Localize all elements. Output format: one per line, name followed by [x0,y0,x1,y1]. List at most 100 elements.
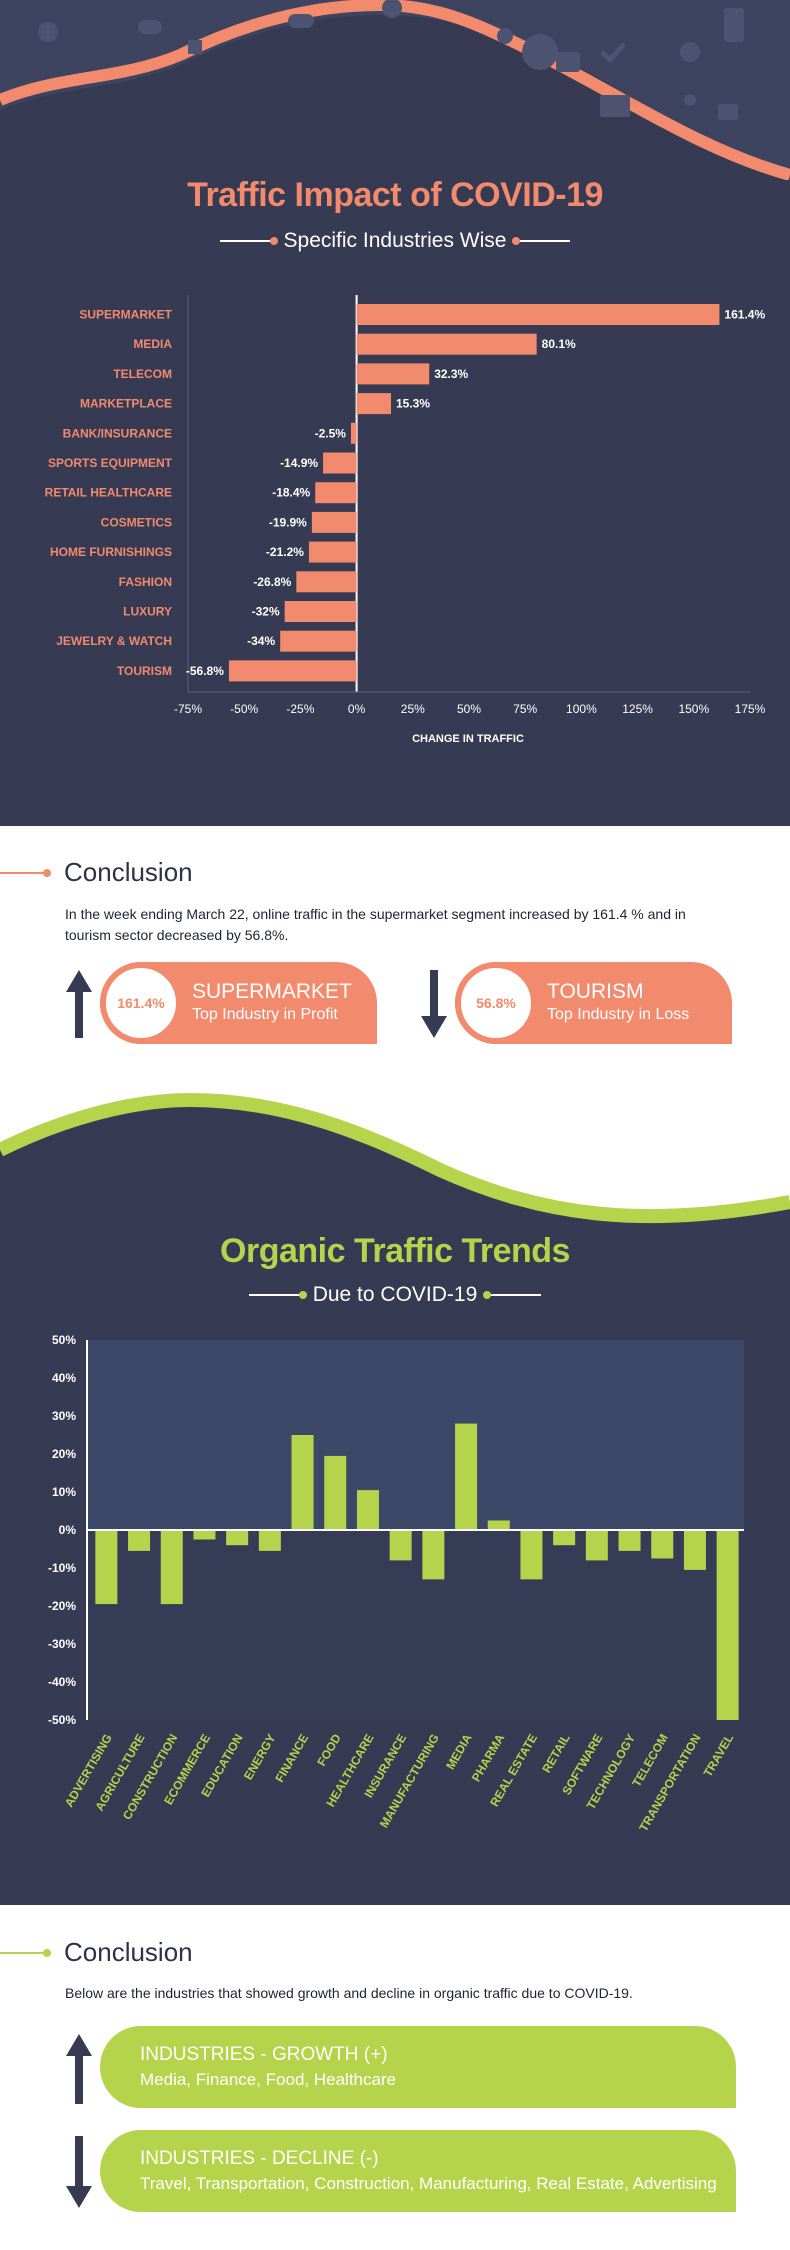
subtitle-line-left [248,1291,307,1299]
subtitle-line-right [512,237,571,245]
chart1-category-label: TOURISM [117,664,172,678]
chart2-bar [520,1530,543,1580]
chart2-y-tick-label: -20% [48,1599,76,1613]
chart2-bar [651,1530,674,1559]
chart1-category-label: FASHION [119,575,172,589]
chart2-category-label: TRANSPORTATION [636,1732,703,1834]
chart2-category-label: MANUFACTURING [377,1732,442,1831]
chart1-x-tick-label: 175% [735,702,766,716]
chart1-category-label: SUPERMARKET [79,308,172,322]
chart1-category-label: SPORTS EQUIPMENT [48,456,173,470]
chart1-x-tick-label: 25% [401,702,425,716]
chart1-value-label: -14.9% [280,456,318,470]
chart1-value-label: -18.4% [272,486,310,500]
chart2-bar [716,1530,739,1720]
chart1-bar [311,511,357,533]
growth-card-title: INDUSTRIES - GROWTH (+) [140,2044,388,2065]
chart1-bar [280,630,357,652]
chart1-bar [356,363,430,385]
chart2-category-label: TRAVEL [701,1732,737,1780]
chart1-category-label: RETAIL HEALTHCARE [45,486,172,500]
chart2-category-label: FINANCE [272,1732,311,1785]
chart1-value-label: -56.8% [186,664,224,678]
chart1-x-tick-label: -75% [174,702,202,716]
chart1-category-label: TELECOM [113,367,172,381]
chart1-category-label: JEWELRY & WATCH [56,634,172,648]
chart1-subtitle-row: Specific Industries Wise [0,229,790,253]
chart1-bar [350,422,357,444]
chart1-title: Traffic Impact of COVID-19 [187,176,603,214]
chart1-bar [296,571,357,593]
chart1-bar [308,541,357,563]
chart1-category-label: MARKETPLACE [80,397,172,411]
chart1-x-tick-label: 100% [566,702,597,716]
top-loss-card: 56.8% TOURISM Top Industry in Loss [455,962,732,1044]
subtitle-dot [298,1291,307,1299]
conclusion1-heading: Conclusion [64,857,193,887]
heading-line [0,1948,51,1957]
chart1-bar [356,393,391,415]
chart1-x-tick-label: 125% [622,702,653,716]
chart2-y-tick-label: 40% [52,1371,76,1385]
chart2-bar [324,1455,347,1530]
chart2-y-tick-label: -40% [48,1675,76,1689]
chart2-bar [128,1530,151,1551]
chart2-bar [193,1530,216,1540]
organic-traffic-bar-chart: -50%-40%-30%-20%-10%0%10%20%30%40%50% AD… [48,1333,744,1834]
chart1-bar [356,333,537,355]
chart1-bar [228,660,357,682]
growth-industries-card: INDUSTRIES - GROWTH (+) Media, Finance, … [100,2026,736,2108]
chart2-bar [291,1435,314,1530]
chart2-y-tick-label: -30% [48,1637,76,1651]
arrow-up-icon [66,970,92,1038]
arrow-up-icon [66,2034,92,2104]
subtitle-line-right [483,1291,542,1299]
chart2-y-tick-label: 10% [52,1485,76,1499]
chart2-bar [389,1530,412,1561]
chart1-x-tick-label: -25% [286,702,314,716]
chart2-y-tick-label: 30% [52,1409,76,1423]
chart1-value-label: -34% [247,634,275,648]
subtitle-dot [269,237,278,245]
chart2-bar [683,1530,706,1570]
chart1-category-label: COSMETICS [101,515,172,529]
chart1-x-axis-label: CHANGE IN TRAFFIC [412,733,524,745]
decline-industries-card: INDUSTRIES - DECLINE (-) Travel, Transpo… [100,2130,736,2212]
chart2-subtitle-row: Due to COVID-19 [0,1283,790,1307]
subtitle-dot [483,1291,492,1299]
chart1-value-label: -19.9% [269,515,307,529]
chart2-negative-region [86,1530,744,1720]
heading-dot [43,1948,51,1957]
chart1-value-label: 32.3% [434,367,468,381]
profit-card-subtitle: Top Industry in Profit [192,1006,338,1023]
chart2-bar [585,1530,608,1561]
chart1-category-label: HOME FURNISHINGS [50,545,172,559]
conclusion2-heading-row: Conclusion [0,1937,193,1968]
profit-industry-name: SUPERMARKET [192,980,352,1003]
chart1-value-label: 15.3% [396,397,430,411]
chart1-category-label: BANK/INSURANCE [63,426,172,440]
chart2-category-label: RETAIL [539,1732,572,1776]
chart2-bar [422,1530,445,1580]
arrow-down-icon [66,2136,92,2208]
heading-line [0,868,51,877]
chart1-value-label: 80.1% [542,337,576,351]
chart2-bar [258,1530,281,1551]
chart1-x-tick-label: 50% [457,702,481,716]
chart1-bar [284,601,357,622]
conclusion1-heading-row: Conclusion [0,857,193,888]
profit-value-badge: 161.4% [100,962,182,1044]
chart2-y-tick-label: 20% [52,1447,76,1461]
top-profit-card: 161.4% SUPERMARKET Top Industry in Profi… [100,962,377,1044]
chart2-bar [95,1530,118,1605]
chart2-bar [160,1530,183,1605]
chart1-bar [323,452,357,474]
traffic-impact-bar-chart: SUPERMARKET MEDIA TELECOM MARKETPLACE BANK/I… [45,295,766,745]
decline-card-title: INDUSTRIES - DECLINE (-) [140,2148,379,2169]
chart2-y-tick-label: -50% [48,1713,76,1727]
growth-industries-list: Media, Finance, Food, Healthcare [140,2070,397,2089]
chart2-bar [356,1490,379,1530]
chart2-category-label: ENERGY [241,1732,278,1783]
loss-value-badge: 56.8% [455,962,537,1044]
subtitle-line-left [219,237,278,245]
